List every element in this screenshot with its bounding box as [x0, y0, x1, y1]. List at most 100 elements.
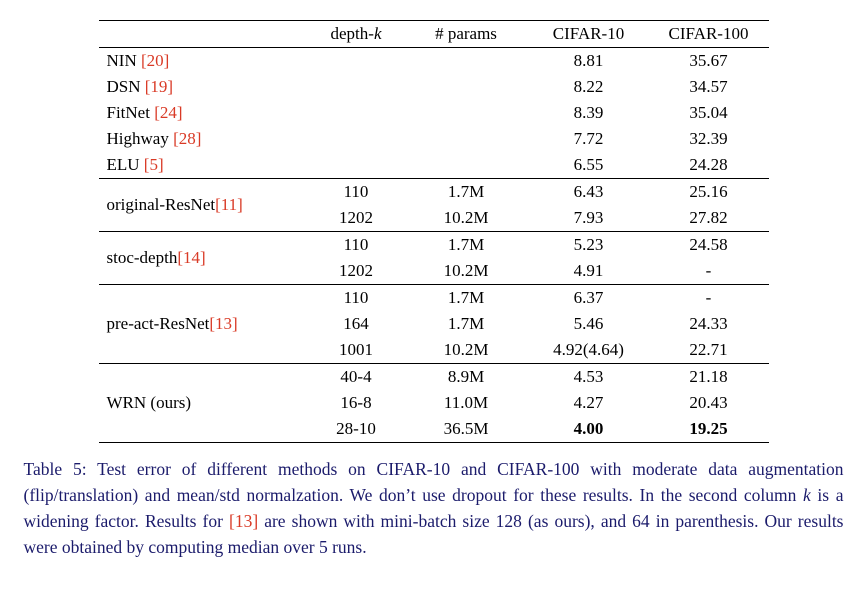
text: CIFAR-10	[552, 24, 625, 43]
citation-link[interactable]: [19]	[144, 77, 174, 96]
text: Highway	[106, 129, 174, 148]
method-cell: WRN (ours)	[99, 364, 309, 443]
citation-link[interactable]: [13]	[209, 314, 238, 333]
method-cell: DSN [19]	[99, 74, 309, 100]
citation-link[interactable]: [14]	[177, 248, 206, 267]
value-cell-params: 1.7M	[447, 288, 485, 307]
table-group: stoc-depth[14] 110 1.7M 5.23 24.58 1202 10.2M 4…	[98, 231, 769, 285]
column-header	[99, 21, 309, 48]
table-row: original-ResNet[11] 110 1.7M 6.43 25.16	[99, 179, 769, 214]
value-cell-depth: 1202	[339, 208, 373, 227]
citation-link[interactable]: [5]	[143, 155, 164, 174]
caption-text: is a widening factor. Results for	[23, 485, 844, 531]
value-cell-c10: 8.81	[573, 51, 604, 70]
value-cell-depth: 28-10	[336, 419, 376, 438]
value-cell-c100: 19.25	[689, 419, 728, 438]
text: WRN (ours)	[106, 393, 192, 412]
table-row: 1202 10.2M 7.93 27.82	[99, 205, 769, 232]
italic-text: k	[373, 24, 382, 43]
table-row: NIN [20] 8.81 35.67	[99, 48, 769, 75]
value-cell-depth: 16-8	[340, 393, 372, 412]
value-cell-params: 1.7M	[447, 235, 485, 254]
value-cell-params	[404, 100, 529, 126]
table-caption: Table 5: Test error of different methods…	[24, 456, 844, 560]
value-cell-depth	[309, 126, 404, 152]
table-row: ELU [5] 6.55 24.28	[99, 152, 769, 179]
caption-text: are shown with mini-batch size 128 (as o…	[23, 511, 844, 557]
value-cell-c10: 5.23	[573, 235, 604, 254]
value-cell-depth: 1001	[339, 340, 373, 359]
table-row: 16-8 11.0M 4.27 20.43	[99, 390, 769, 416]
value-cell-depth: 110	[343, 182, 369, 201]
text: ELU	[106, 155, 144, 174]
table-row: Highway [28] 7.72 32.39	[99, 126, 769, 152]
text: CIFAR-100	[668, 24, 749, 43]
value-cell-c10: 6.37	[573, 288, 604, 307]
value-cell-c100: -	[705, 288, 712, 307]
value-cell-c100: 35.67	[689, 51, 728, 70]
value-cell-c10: 6.55	[573, 155, 604, 174]
value-cell-c10: 8.39	[573, 103, 604, 122]
value-cell-c10: 4.92(4.64)	[553, 340, 624, 359]
value-cell-c10: 6.43	[573, 182, 604, 201]
table-group: pre-act-ResNet[13] 110 1.7M 6.37 - 164 1.7M 5.4…	[98, 284, 769, 364]
text: FitNet	[106, 103, 155, 122]
method-cell: ELU [5]	[99, 152, 309, 179]
column-header: # params	[404, 21, 529, 48]
citation-link[interactable]: [13]	[229, 511, 259, 531]
table-row: 28-10 36.5M 4.00 19.25	[99, 416, 769, 443]
value-cell-depth: 110	[343, 235, 369, 254]
value-cell-c10: 7.72	[573, 129, 604, 148]
table-row: FitNet [24] 8.39 35.04	[99, 100, 769, 126]
table-row: pre-act-ResNet[13] 110 1.7M 6.37 -	[99, 285, 769, 333]
caption-italic-text: k	[803, 485, 811, 505]
value-cell-params: 36.5M	[443, 419, 489, 438]
value-cell-params	[404, 152, 529, 179]
method-cell: Highway [28]	[99, 126, 309, 152]
value-cell-depth	[309, 152, 404, 179]
value-cell-params: 10.2M	[443, 261, 489, 280]
value-cell-depth	[309, 48, 404, 75]
value-cell-params: 10.2M	[443, 340, 489, 359]
value-cell-c10: 8.22	[573, 77, 604, 96]
caption-text: Table 5: Test error of different methods…	[23, 459, 844, 505]
value-cell-c10: 4.00	[573, 419, 604, 438]
text: depth-	[330, 24, 374, 43]
value-cell-depth	[309, 74, 404, 100]
method-cell: original-ResNet[11]	[99, 179, 309, 232]
value-cell-params: 10.2M	[443, 208, 489, 227]
text: # params	[435, 24, 497, 43]
value-cell-depth: 164	[343, 314, 369, 333]
results-table: depth-k # params CIFAR-10 CIFAR-100 NIN [20]…	[98, 20, 769, 443]
value-cell-params: 1.7M	[447, 314, 485, 333]
text: DSN	[106, 77, 145, 96]
value-cell-params	[404, 74, 529, 100]
value-cell-c10: 4.91	[573, 261, 604, 280]
citation-link[interactable]: [28]	[173, 129, 202, 148]
value-cell-c100: 25.16	[689, 182, 728, 201]
column-header: CIFAR-10	[529, 21, 649, 48]
table-row: DSN [19] 8.22 34.57	[99, 74, 769, 100]
citation-link[interactable]: [24]	[154, 103, 183, 122]
method-cell: pre-act-ResNet[13]	[99, 285, 309, 364]
value-cell-c10: 4.53	[573, 367, 604, 386]
method-cell: FitNet [24]	[99, 100, 309, 126]
citation-link[interactable]: [20]	[140, 51, 170, 70]
value-cell-c100: 24.28	[689, 155, 728, 174]
value-cell-depth: 1202	[339, 261, 373, 280]
value-cell-c100: 34.57	[689, 77, 728, 96]
value-cell-c100: 32.39	[689, 129, 728, 148]
text: original-ResNet	[106, 195, 216, 214]
value-cell-depth	[309, 100, 404, 126]
value-cell-c10: 4.27	[573, 393, 604, 412]
text: NIN	[106, 51, 141, 70]
column-header: CIFAR-100	[649, 21, 769, 48]
text: stoc-depth	[106, 248, 178, 267]
value-cell-depth: 110	[343, 288, 369, 307]
table-figure: depth-k # params CIFAR-10 CIFAR-100 NIN [20]…	[22, 20, 845, 560]
value-cell-c100: 22.71	[689, 340, 728, 359]
value-cell-c100: 20.43	[689, 393, 728, 412]
citation-link[interactable]: [11]	[215, 195, 243, 214]
method-cell: stoc-depth[14]	[99, 232, 309, 285]
